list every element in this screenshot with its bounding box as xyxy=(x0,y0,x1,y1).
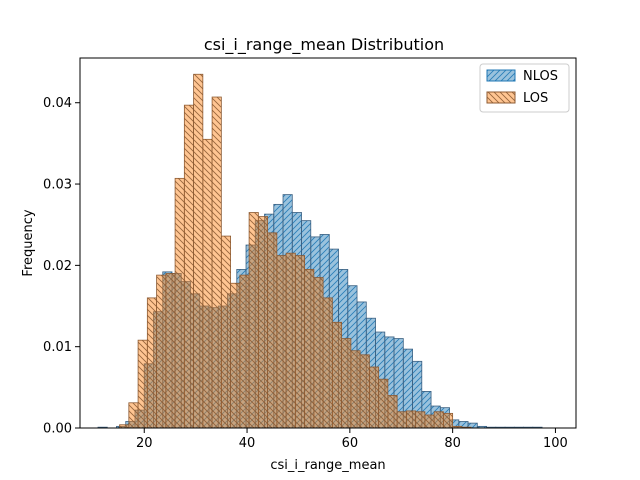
x-tick-label-0: 20 xyxy=(136,436,153,451)
legend-label-los: LOS xyxy=(523,91,548,106)
bar-los-1 xyxy=(128,402,139,429)
bar-los-15 xyxy=(257,216,269,429)
bar-los-26 xyxy=(359,354,370,429)
y-axis: 0.00 0.01 0.02 0.03 0.04 xyxy=(43,96,80,437)
y-tick-label-2: 0.02 xyxy=(43,259,72,274)
x-axis: 20 40 60 80 100 xyxy=(136,428,568,451)
chart-title: csi_i_range_mean Distribution xyxy=(204,35,444,55)
y-tick-label-0: 0.00 xyxy=(43,422,72,437)
bar-los-19 xyxy=(294,255,306,429)
bar-los-31 xyxy=(405,410,417,429)
bar-los-6 xyxy=(174,177,185,429)
bar-los-25 xyxy=(350,350,361,429)
bar-los-29 xyxy=(387,395,398,429)
bar-los-9 xyxy=(202,138,213,429)
legend: NLOS LOS xyxy=(479,63,570,113)
x-tick-label-4: 100 xyxy=(543,436,568,451)
bar-los-18 xyxy=(285,252,296,429)
y-tick-label-4: 0.04 xyxy=(43,96,72,111)
x-tick-label-2: 60 xyxy=(342,436,359,451)
bar-los-34 xyxy=(433,411,444,429)
bar-los-32 xyxy=(415,411,426,429)
bar-los-23 xyxy=(331,321,343,429)
bar-los-3 xyxy=(146,297,157,429)
bar-los-4 xyxy=(156,274,167,429)
y-axis-label: Frequency xyxy=(21,209,36,276)
x-tick-label-1: 40 xyxy=(239,436,256,451)
bar-los-5 xyxy=(165,273,176,429)
bar-los-33 xyxy=(424,414,435,429)
bar-los-35 xyxy=(442,412,454,429)
bar-los-28 xyxy=(378,378,389,429)
y-tick-label-1: 0.01 xyxy=(43,340,72,355)
bar-los-13 xyxy=(239,274,250,429)
plot-area xyxy=(97,73,543,429)
bar-los-7 xyxy=(183,104,194,429)
bar-los-24 xyxy=(341,338,352,429)
bar-los-16 xyxy=(267,232,278,429)
bar-los-17 xyxy=(276,255,287,429)
legend-label-nlos: NLOS xyxy=(523,69,558,84)
x-axis-label: csi_i_range_mean xyxy=(270,458,385,473)
y-tick-label-3: 0.03 xyxy=(43,178,72,193)
x-tick-label-3: 80 xyxy=(444,436,461,451)
bar-los-10 xyxy=(211,96,222,429)
axes-frame xyxy=(79,57,577,429)
bar-los-21 xyxy=(313,277,324,429)
bar-los-20 xyxy=(304,269,315,429)
bar-los-2 xyxy=(137,339,148,429)
bar-los-22 xyxy=(322,297,333,429)
bar-los-8 xyxy=(193,73,204,429)
bar-los-14 xyxy=(248,212,259,429)
bar-los-27 xyxy=(368,366,380,429)
bar-los-12 xyxy=(230,282,241,429)
bar-los-11 xyxy=(220,235,231,429)
bar-los-30 xyxy=(396,411,407,429)
